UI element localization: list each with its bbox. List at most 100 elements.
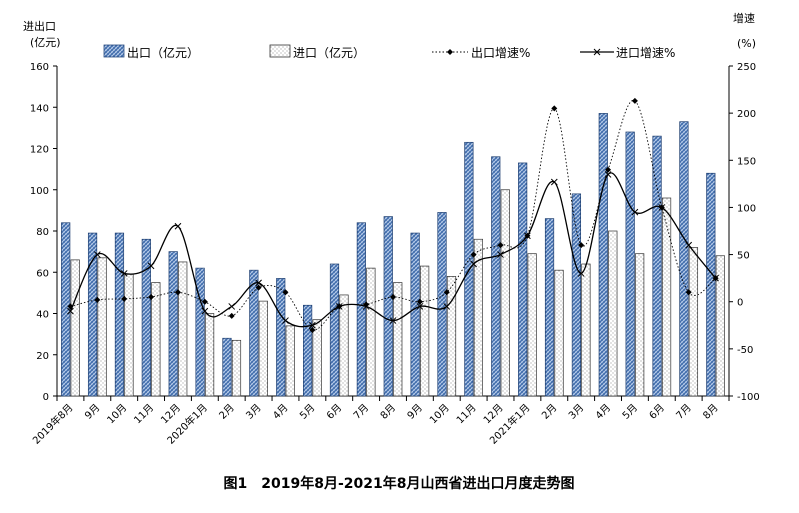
import-bar: [554, 269, 564, 397]
import-growth-point: [335, 303, 343, 310]
export-growth-point: [605, 166, 612, 173]
y-right-title-line1: 增速: [733, 11, 755, 25]
x-tick-label: 12月: [159, 402, 184, 427]
x-tick-label: 7月: [351, 402, 371, 422]
import-bar: [312, 319, 322, 397]
legend-label-export: 出口（亿元）: [127, 45, 199, 60]
import-bar: [635, 253, 645, 397]
import-bar: [97, 257, 107, 397]
export-bar: [571, 193, 582, 397]
import-growth-point: [120, 270, 128, 277]
import-bar: [204, 313, 215, 397]
growth-lines: [67, 97, 719, 333]
export-growth-point: [551, 105, 558, 112]
right-tick-label: 200: [737, 109, 756, 120]
export-bar: [114, 232, 125, 397]
right-tick-label: 150: [737, 156, 756, 167]
import-bar: [527, 253, 537, 397]
x-tick-label: 5月: [297, 402, 317, 422]
x-tick-label: 10月: [105, 402, 130, 427]
import-growth-point: [282, 317, 289, 324]
left-tick-label: 140: [30, 103, 49, 114]
left-tick-label: 80: [36, 227, 49, 238]
import-growth-point: [658, 204, 666, 211]
export-bar: [356, 222, 366, 397]
legend-label-export-growth: 出口增速%: [471, 46, 530, 60]
export-bar: [491, 156, 501, 397]
import-bar: [178, 261, 188, 397]
import-growth-point: [416, 303, 424, 310]
import-growth-point: [309, 321, 316, 329]
bars: [61, 113, 725, 397]
import-bar: [151, 282, 161, 397]
import-growth-point: [174, 222, 182, 230]
export-bar: [141, 238, 151, 397]
import-growth-point: [497, 251, 504, 258]
export-growth-point: [201, 298, 208, 305]
x-tick-label: 7月: [674, 402, 694, 422]
import-bar: [258, 300, 268, 397]
export-growth-point: [174, 289, 181, 296]
export-bar: [544, 218, 555, 397]
left-tick-label: 120: [30, 145, 49, 156]
left-tick-label: 20: [36, 351, 49, 362]
right-tick-label: 0: [737, 298, 743, 309]
y-right-title-line2: (%): [737, 37, 756, 50]
export-growth-point: [390, 294, 396, 300]
export-growth-point: [121, 295, 128, 302]
import-growth-point: [604, 171, 612, 178]
import-growth-point: [228, 303, 236, 310]
export-bar: [222, 337, 232, 397]
import-bar: [231, 339, 242, 397]
export-growth-point: [497, 242, 504, 249]
export-bar: [652, 135, 662, 397]
export-bar: [303, 304, 313, 397]
left-tick-label: 40: [36, 310, 49, 321]
x-tick-label: 9月: [405, 402, 425, 422]
export-growth-point: [255, 284, 262, 291]
import-bar: [688, 247, 699, 397]
x-tick-label: 12月: [481, 402, 506, 427]
import-bar: [420, 265, 430, 397]
right-tick-label: -50: [737, 345, 753, 356]
import-bar: [661, 197, 672, 397]
x-tick-label: 8月: [378, 402, 398, 422]
export-growth-point: [631, 97, 638, 104]
x-tick-label: 6月: [324, 402, 344, 422]
export-bar: [195, 267, 205, 397]
x-tick-label: 2月: [217, 402, 237, 422]
left-tick-label: 100: [30, 186, 49, 197]
export-growth-point: [228, 312, 235, 319]
import-growth-point: [577, 270, 585, 277]
import-bar: [124, 273, 134, 397]
x-tick-label: 8月: [701, 402, 721, 422]
import-growth-point: [631, 208, 639, 216]
import-growth-point: [362, 303, 370, 310]
export-bar: [383, 216, 393, 397]
export-growth-point: [309, 327, 316, 333]
x-tick-label: 2019年8月: [30, 401, 76, 447]
right-tick-label: -100: [737, 392, 760, 403]
import-bar: [581, 263, 591, 397]
import-growth-line: [69, 172, 717, 328]
export-bar: [706, 172, 716, 397]
x-tick-label: 2月: [539, 402, 559, 422]
import-growth-point: [470, 260, 477, 268]
import-bar: [393, 282, 403, 397]
export-growth-point: [578, 242, 585, 249]
export-bar: [61, 222, 71, 397]
import-growth-point: [550, 178, 558, 186]
x-tick-label: 3月: [566, 402, 586, 422]
x-tick-label: 9月: [82, 402, 102, 422]
chart-caption: 图1 2019年8月-2021年8月山西省进出口月度走势图: [224, 475, 575, 492]
x-tick-label: 5月: [620, 402, 640, 422]
export-bar: [329, 263, 340, 397]
import-growth-point: [712, 274, 719, 282]
legend-swatch-export: [103, 44, 125, 58]
export-bar: [168, 251, 178, 397]
export-bar: [679, 121, 689, 397]
export-growth-point: [67, 303, 74, 310]
import-growth-point: [147, 262, 155, 270]
